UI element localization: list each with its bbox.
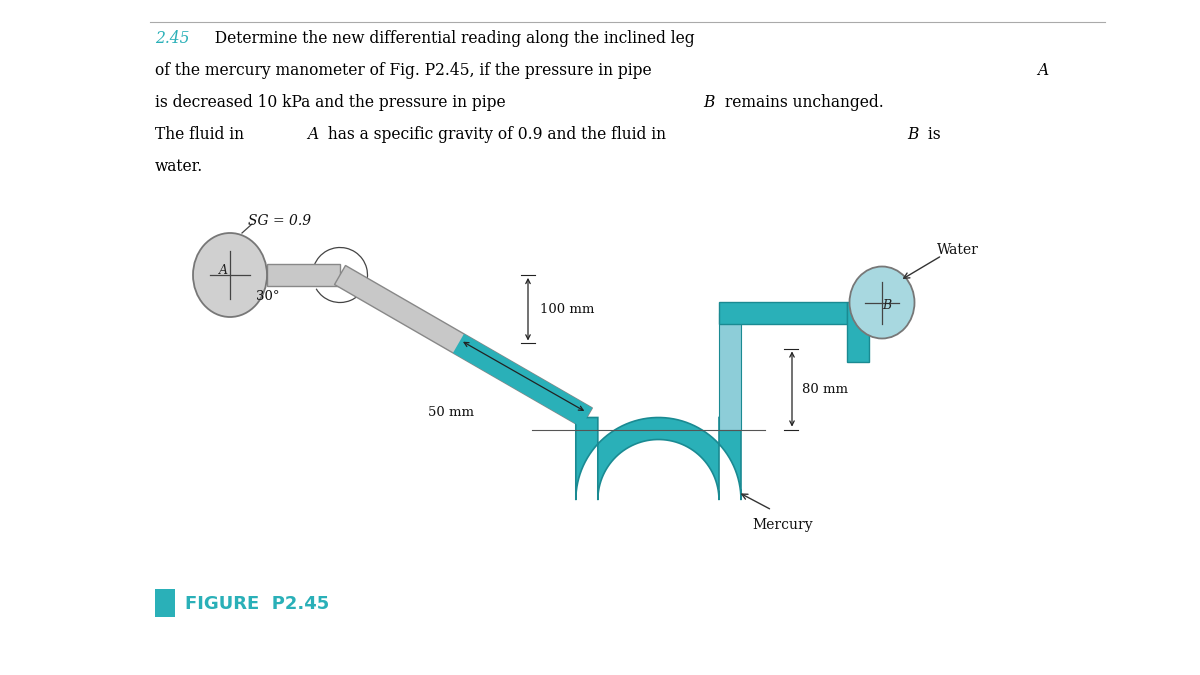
Text: 50 mm: 50 mm [427,406,474,419]
Text: 100 mm: 100 mm [540,302,594,316]
Text: The fluid in: The fluid in [155,126,248,143]
Text: Determine the new differential reading along the inclined leg: Determine the new differential reading a… [205,30,695,47]
FancyBboxPatch shape [155,589,175,617]
FancyBboxPatch shape [847,302,869,362]
Text: B: B [703,94,714,111]
Text: FIGURE  P2.45: FIGURE P2.45 [185,595,329,613]
Text: A: A [1037,62,1049,79]
Text: A: A [218,263,228,277]
Text: B: B [907,126,918,143]
Text: water.: water. [155,158,203,175]
FancyBboxPatch shape [266,264,340,286]
Text: B: B [882,299,892,312]
Polygon shape [576,418,742,500]
Text: has a specific gravity of 0.9 and the fluid in: has a specific gravity of 0.9 and the fl… [323,126,671,143]
Text: 2.45: 2.45 [155,30,190,47]
Ellipse shape [193,233,266,317]
FancyBboxPatch shape [719,313,742,429]
Text: Mercury: Mercury [752,518,812,532]
Text: Water: Water [937,244,979,257]
Ellipse shape [850,267,914,338]
Text: A: A [307,126,318,143]
Text: SG = 0.9: SG = 0.9 [248,214,311,228]
Polygon shape [335,265,593,427]
Text: is decreased 10 kPa and the pressure in pipe: is decreased 10 kPa and the pressure in … [155,94,510,111]
Text: remains unchanged.: remains unchanged. [720,94,883,111]
Text: 30°: 30° [257,290,280,304]
Text: is: is [923,126,941,143]
Text: 80 mm: 80 mm [802,383,848,396]
Text: of the mercury manometer of Fig. P2.45, if the pressure in pipe: of the mercury manometer of Fig. P2.45, … [155,62,656,79]
FancyBboxPatch shape [719,302,847,323]
Polygon shape [452,334,593,427]
